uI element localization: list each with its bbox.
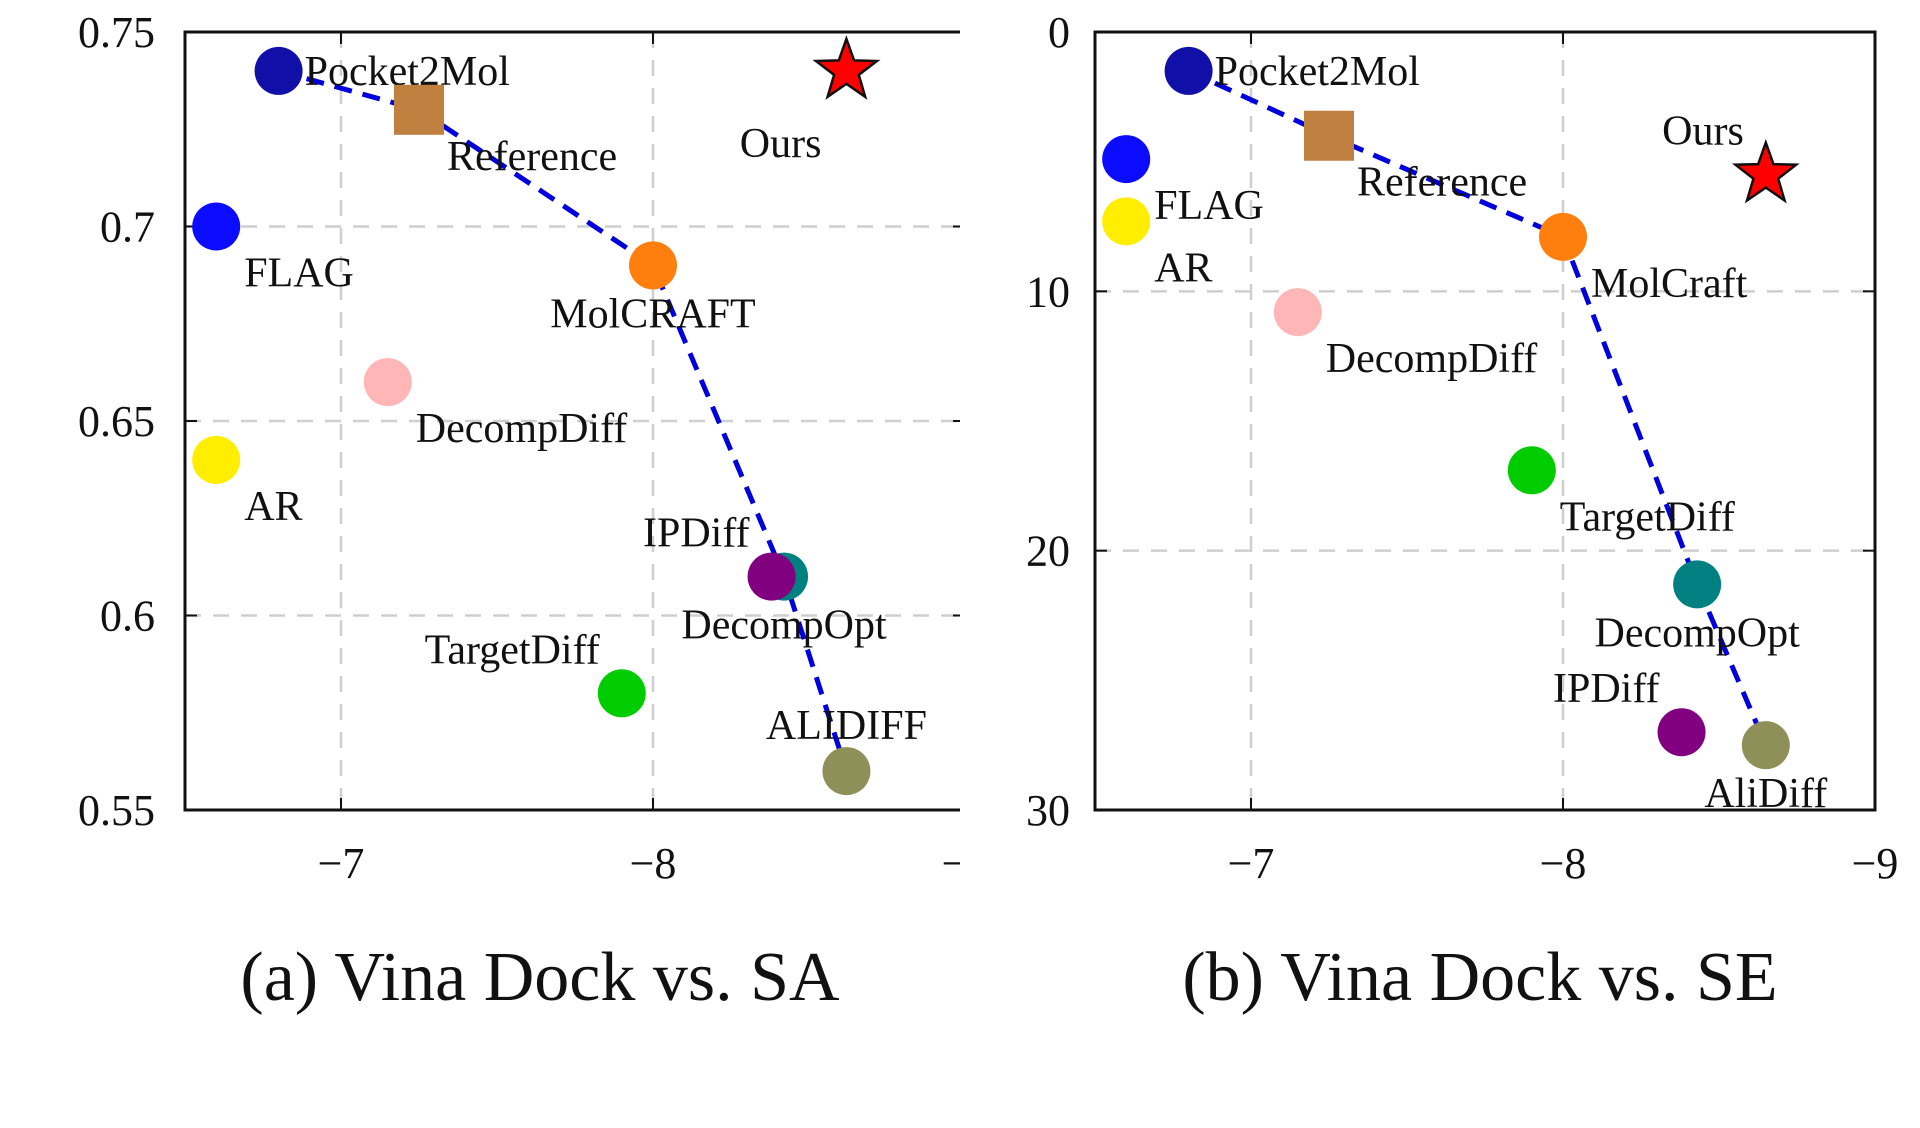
- label-targetdiff: TargetDiff: [425, 627, 600, 673]
- y-tick-label: 30: [1026, 786, 1070, 835]
- plot-frame: [1093, 30, 1877, 812]
- y-tick-label: 0.65: [78, 397, 155, 446]
- y-tick-label: 0: [1048, 8, 1070, 57]
- point-ipdiff: [747, 552, 796, 601]
- point-ar: [1102, 197, 1151, 246]
- label-ar: AR: [244, 484, 302, 530]
- label-targetdiff: TargetDiff: [1560, 494, 1735, 540]
- chart-vina-dock-vs-se: −7 −8 −9 0 10 20 30 Pocket2Mol Reference Ours FLAG…: [1026, 8, 1899, 888]
- point-molcraft: [1539, 212, 1587, 261]
- x-tick-label: −7: [318, 839, 365, 888]
- point-pocket2mol: [254, 46, 303, 95]
- label-decompdiff: DecompDiff: [1326, 336, 1538, 382]
- y-tick-label: 10: [1026, 267, 1070, 316]
- label-pocket2mol: Pocket2Mol: [1215, 49, 1420, 95]
- point-reference: [1304, 110, 1354, 161]
- label-ipdiff: IPDiff: [643, 511, 750, 557]
- point-decompopt: [1673, 560, 1722, 609]
- label-reference: Reference: [1357, 160, 1527, 206]
- point-decompdiff: [1273, 288, 1322, 337]
- x-tick-label: −7: [1228, 839, 1275, 888]
- label-decompdiff: DecompDiff: [416, 406, 628, 452]
- x-tick-label: −9: [1852, 839, 1899, 888]
- y-tick-label: 0.7: [100, 203, 155, 252]
- point-targetdiff: [1507, 446, 1556, 495]
- y-tick-label: 0.55: [78, 786, 155, 835]
- chart-vina-dock-vs-sa: −7−8−90.550.60.650.70.75Pocket2MolRefere…: [78, 8, 960, 888]
- label-ours: Ours: [1662, 109, 1744, 155]
- point-ar: [192, 435, 241, 484]
- point-decompdiff: [363, 358, 412, 407]
- y-tick-label: 0.75: [78, 8, 155, 57]
- y-tick-label: 0.6: [100, 592, 155, 641]
- label-reference: Reference: [447, 134, 617, 180]
- plot-frame: [183, 30, 960, 812]
- label-flag: FLAG: [244, 251, 354, 297]
- y-tick-label: 20: [1026, 527, 1070, 576]
- point-ipdiff: [1657, 708, 1706, 757]
- label-decompopt: DecompOpt: [681, 603, 887, 649]
- point-ours: [1731, 138, 1800, 204]
- label-decompopt: DecompOpt: [1595, 610, 1801, 656]
- caption-a: (a) Vina Dock vs. SA: [240, 939, 840, 1016]
- point-targetdiff: [597, 669, 646, 718]
- x-tick-label: −8: [630, 839, 677, 888]
- point-ours: [812, 35, 881, 100]
- caption-b: (b) Vina Dock vs. SE: [1182, 939, 1778, 1016]
- label-ar: AR: [1154, 245, 1212, 291]
- point-pocket2mol: [1164, 46, 1213, 95]
- label-ours: Ours: [740, 121, 822, 167]
- pareto-frontier-line: [277, 68, 849, 772]
- point-reference: [394, 84, 444, 135]
- label-ipdiff: IPDiff: [1553, 666, 1660, 712]
- point-flag: [192, 202, 241, 251]
- x-tick-label: −8: [1540, 839, 1587, 888]
- label-molcraft: MolCRAFT: [550, 291, 755, 337]
- point-flag: [1102, 135, 1151, 184]
- x-tick-label: −9: [942, 839, 960, 888]
- label-molcraft: MolCraft: [1591, 261, 1748, 307]
- label-flag: FLAG: [1154, 183, 1264, 229]
- label-alidiff: ALIDIFF: [766, 703, 927, 749]
- point-molcraft: [629, 241, 677, 290]
- point-alidiff: [822, 747, 871, 796]
- point-alidiff: [1741, 721, 1790, 770]
